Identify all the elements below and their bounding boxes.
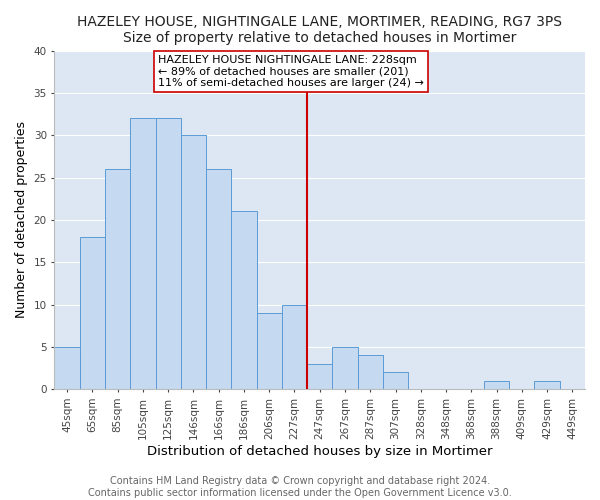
Bar: [231, 212, 257, 389]
Bar: [155, 118, 181, 389]
Bar: [130, 118, 155, 389]
Bar: [332, 347, 358, 389]
Text: HAZELEY HOUSE NIGHTINGALE LANE: 228sqm
← 89% of detached houses are smaller (201: HAZELEY HOUSE NIGHTINGALE LANE: 228sqm ←…: [158, 55, 424, 88]
Bar: [206, 169, 231, 389]
Bar: [105, 169, 130, 389]
Y-axis label: Number of detached properties: Number of detached properties: [15, 122, 28, 318]
Bar: [307, 364, 332, 389]
Title: HAZELEY HOUSE, NIGHTINGALE LANE, MORTIMER, READING, RG7 3PS
Size of property rel: HAZELEY HOUSE, NIGHTINGALE LANE, MORTIME…: [77, 15, 562, 45]
Bar: [383, 372, 408, 389]
Text: Contains HM Land Registry data © Crown copyright and database right 2024.
Contai: Contains HM Land Registry data © Crown c…: [88, 476, 512, 498]
Bar: [181, 135, 206, 389]
Bar: [80, 237, 105, 389]
Bar: [55, 347, 80, 389]
Bar: [282, 304, 307, 389]
X-axis label: Distribution of detached houses by size in Mortimer: Distribution of detached houses by size …: [147, 444, 493, 458]
Bar: [358, 356, 383, 389]
Bar: [484, 380, 509, 389]
Bar: [535, 380, 560, 389]
Bar: [257, 313, 282, 389]
